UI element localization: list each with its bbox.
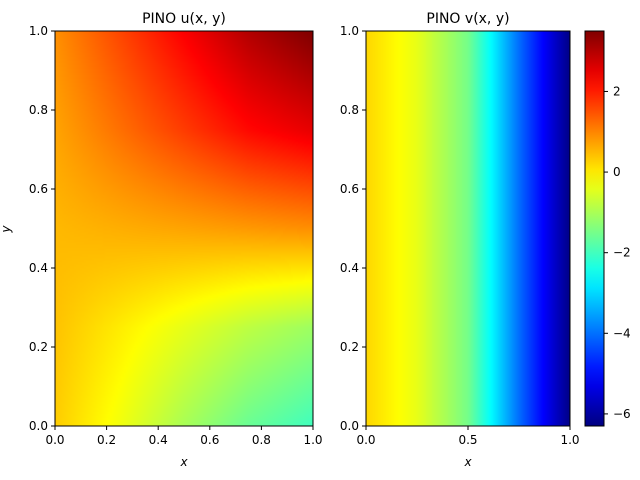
x-tick-label: 1.0 xyxy=(560,433,579,447)
y-tick-label: 0.8 xyxy=(29,103,48,117)
colorbar-tick-label: 2 xyxy=(613,84,621,98)
colorbar-tick-label: −6 xyxy=(613,407,631,421)
y-tick-label: 0.8 xyxy=(340,103,359,117)
panel-v: PINO v(x, y) 0.0 0.5 1.0 0.0 0.2 0.4 0.6 0.8 1.… xyxy=(340,11,580,469)
colorbar-tick-label: −2 xyxy=(613,246,631,260)
colorbar-gradient xyxy=(585,31,604,426)
y-tick-label: 0.4 xyxy=(340,261,359,275)
plot-frame-u xyxy=(54,30,314,427)
y-tick-label: 1.0 xyxy=(340,24,359,38)
y-axis-u: 0.0 0.2 0.4 0.6 0.8 1.0 xyxy=(29,24,55,433)
colorbar-tick-label: −4 xyxy=(613,326,631,340)
y-tick-label: 0.4 xyxy=(29,261,48,275)
y-tick-label: 0.0 xyxy=(29,419,48,433)
y-axis-label-u: y xyxy=(0,225,13,234)
x-axis-label-u: x xyxy=(179,455,188,469)
x-tick-label: 0.0 xyxy=(356,433,375,447)
colorbar-axis: 2 0 −2 −4 −6 xyxy=(604,84,631,421)
x-tick-label: 0.5 xyxy=(458,433,477,447)
x-tick-label: 0.2 xyxy=(97,433,116,447)
x-axis-label-v: x xyxy=(463,455,472,469)
x-tick-label: 0.8 xyxy=(252,433,271,447)
y-tick-label: 0.6 xyxy=(29,182,48,196)
colorbar-frame xyxy=(584,30,605,427)
chart-title-v: PINO v(x, y) xyxy=(426,11,509,27)
x-axis-v: 0.0 0.5 1.0 xyxy=(356,426,580,447)
y-tick-label: 0.0 xyxy=(340,419,359,433)
y-tick-label: 0.6 xyxy=(340,182,359,196)
y-tick-label: 0.2 xyxy=(29,340,48,354)
x-tick-label: 1.0 xyxy=(303,433,322,447)
y-tick-label: 0.2 xyxy=(340,340,359,354)
y-axis-v: 0.0 0.2 0.4 0.6 0.8 1.0 xyxy=(340,24,366,433)
panel-u: PINO u(x, y) 0.0 0.2 0.4 0.6 0.8 1.0 0.00.20.… xyxy=(0,11,323,469)
y-tick-label: 1.0 xyxy=(29,24,48,38)
x-tick-label: 0.0 xyxy=(45,433,64,447)
heatmap-v xyxy=(366,31,570,426)
colorbar: 2 0 −2 −4 −6 xyxy=(584,30,631,427)
colorbar-tick-label: 0 xyxy=(613,165,621,179)
chart-title-u: PINO u(x, y) xyxy=(142,11,226,27)
x-tick-label: 0.4 xyxy=(149,433,168,447)
x-tick-label: 0.6 xyxy=(200,433,219,447)
x-axis-u: 0.0 0.2 0.4 0.6 0.8 1.0 xyxy=(45,426,323,447)
heatmap-u xyxy=(55,31,313,426)
